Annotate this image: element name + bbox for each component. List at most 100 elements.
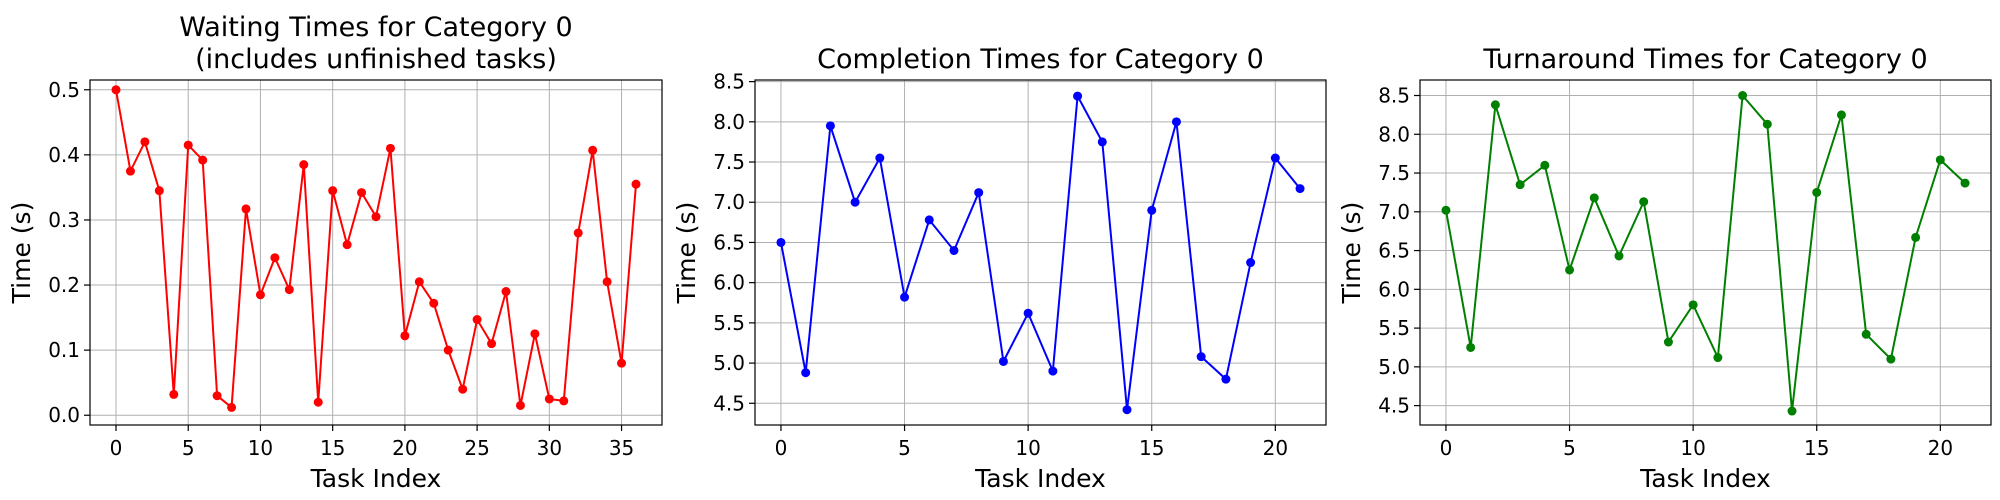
- data-point: [1911, 232, 1921, 242]
- x-tick-label: 35: [609, 436, 634, 460]
- data-point: [1073, 91, 1083, 101]
- data-point: [1466, 342, 1476, 352]
- data-point: [429, 298, 439, 308]
- y-tick-label: 5.0: [1378, 355, 1410, 379]
- y-tick-label: 7.5: [1378, 161, 1410, 185]
- y-tick-label: 7.0: [713, 190, 745, 214]
- data-point: [371, 212, 381, 222]
- data-point: [1663, 337, 1673, 347]
- data-point: [284, 285, 294, 295]
- data-point: [400, 331, 410, 341]
- x-tick-label: 30: [537, 436, 562, 460]
- data-point: [154, 186, 164, 196]
- x-tick-label: 5: [182, 436, 195, 460]
- data-point: [1540, 160, 1550, 170]
- y-tick-label: 0.3: [48, 208, 80, 232]
- series-line: [779, 92, 1301, 410]
- chart-title: Turnaround Times for Category 0: [1482, 44, 1927, 75]
- data-point: [1270, 153, 1280, 163]
- data-point: [270, 253, 280, 263]
- x-tick-label: 20: [392, 436, 417, 460]
- y-tick-label: 0.4: [48, 143, 80, 167]
- y-tick-label: 4.5: [1378, 394, 1410, 418]
- chart-title: (includes unfinished tasks): [195, 44, 557, 75]
- data-point: [414, 277, 424, 287]
- data-point: [801, 368, 811, 378]
- data-point: [1688, 300, 1698, 310]
- y-tick-label: 6.0: [713, 271, 745, 295]
- x-tick-label: 5: [1563, 436, 1576, 460]
- data-point: [588, 145, 598, 155]
- data-point: [183, 140, 193, 150]
- x-tick-label: 15: [1139, 436, 1164, 460]
- data-point: [458, 384, 468, 394]
- data-point: [227, 402, 237, 412]
- data-point: [515, 400, 525, 410]
- data-point: [1441, 205, 1451, 215]
- y-tick-label: 6.5: [1378, 239, 1410, 263]
- data-point: [212, 391, 222, 401]
- data-point: [1171, 117, 1181, 127]
- data-point: [1196, 352, 1206, 362]
- data-point: [974, 188, 984, 198]
- data-point: [776, 237, 786, 247]
- y-tick-label: 8.5: [713, 70, 745, 94]
- data-point: [241, 204, 251, 214]
- y-axis-label: Time (s): [1337, 202, 1366, 305]
- chart-panel-2: 0 5 10 15 20 4.5 5.0 5.5 6.0 6.5 7.0 7.5 8.0 8.5 Turna…: [1337, 44, 1992, 493]
- data-point: [501, 287, 511, 297]
- y-tick-label: 5.5: [713, 311, 745, 335]
- x-tick-label: 20: [1928, 436, 1953, 460]
- y-tick-label: 8.0: [713, 110, 745, 134]
- y-tick-label: 5.0: [713, 351, 745, 375]
- x-tick-label: 25: [464, 436, 489, 460]
- y-tick-label: 7.5: [713, 150, 745, 174]
- data-point: [850, 197, 860, 207]
- x-axis-label: Task Index: [974, 464, 1106, 493]
- data-point: [949, 245, 959, 255]
- data-point: [631, 179, 641, 189]
- chart-panel-1: 0 5 10 15 20 4.5 5.0 5.5 6.0 6.5 7.0 7.5 8.0 8.5 Compl…: [672, 44, 1327, 493]
- chart-title: Completion Times for Category 0: [817, 44, 1264, 75]
- y-axis-label: Time (s): [672, 202, 701, 305]
- data-point: [1246, 258, 1256, 268]
- x-tick-label: 20: [1263, 436, 1288, 460]
- data-point: [1023, 308, 1033, 318]
- y-tick-label: 4.5: [713, 391, 745, 415]
- plot-frame: [89, 79, 663, 426]
- data-point: [617, 358, 627, 368]
- data-point: [443, 345, 453, 355]
- data-point: [1490, 100, 1500, 110]
- data-point: [342, 240, 352, 250]
- data-point: [1295, 184, 1305, 194]
- data-point: [1960, 178, 1970, 188]
- data-point: [1515, 180, 1525, 190]
- data-point: [1565, 265, 1575, 275]
- data-point: [1614, 251, 1624, 261]
- data-point: [998, 356, 1008, 366]
- x-axis-label: Task Index: [1639, 464, 1771, 493]
- data-point: [1639, 197, 1649, 207]
- data-point: [385, 143, 395, 153]
- y-tick-label: 0.0: [48, 403, 80, 427]
- data-point: [299, 160, 309, 170]
- x-tick-label: 10: [1680, 436, 1705, 460]
- chart-panel-0: 0 5 10 15 20 25 30 35 0.0 0.1 0.2 0.3 0.4 0.5 Waiting …: [7, 12, 663, 493]
- y-tick-label: 5.5: [1378, 316, 1410, 340]
- data-point: [924, 215, 934, 225]
- data-point: [1147, 205, 1157, 215]
- y-tick-label: 0.2: [48, 273, 80, 297]
- x-tick-label: 15: [320, 436, 345, 460]
- data-point: [559, 396, 569, 406]
- chart-title: Waiting Times for Category 0: [179, 12, 572, 43]
- data-point: [1589, 193, 1599, 203]
- data-point: [1861, 329, 1871, 339]
- data-point: [530, 329, 540, 339]
- data-point: [602, 277, 612, 287]
- data-point: [573, 228, 583, 238]
- y-tick-label: 0.1: [48, 338, 80, 362]
- y-tick-label: 7.0: [1378, 200, 1410, 224]
- data-point: [1787, 406, 1797, 416]
- y-axis-label: Time (s): [7, 202, 36, 305]
